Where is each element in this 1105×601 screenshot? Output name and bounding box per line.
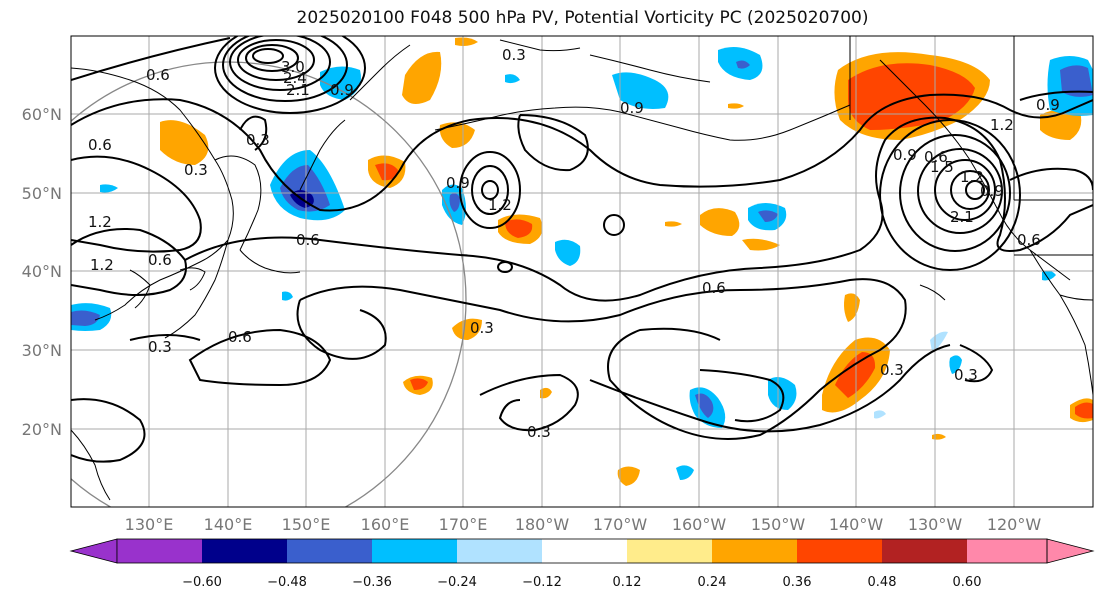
lat-label: 20°N [22, 420, 62, 439]
lon-label: 170°W [593, 515, 648, 534]
colorbar-tick-label: 0.48 [868, 575, 897, 590]
contour-labels: 0.6 3.0 2.4 2.1 0.9 0.3 0.9 0.6 0.3 0.9 … [88, 46, 1060, 441]
colorbar-bin [882, 539, 967, 563]
lon-label: 160°E [361, 515, 410, 534]
colorbar-tick-label: 0.24 [698, 575, 727, 590]
colorbar-tick-label: −0.48 [267, 575, 307, 590]
colorbar-bin [457, 539, 542, 563]
contour-label: 0.6 [296, 231, 320, 249]
colorbar-tick-label: 0.60 [953, 575, 982, 590]
positive-pv-shading [160, 37, 1093, 486]
contour-label: 2.4 [283, 69, 307, 87]
colorbar-frame [116, 538, 1048, 564]
colorbar: −0.60 −0.48 −0.36 −0.24 −0.12 0.12 0.24 … [69, 538, 1095, 590]
contour-label: 3.0 [281, 58, 305, 76]
lon-label: 140°E [204, 515, 253, 534]
contour-label: 1.2 [960, 168, 984, 186]
contour-label: 0.3 [880, 361, 904, 379]
contour-label: 0.3 [954, 366, 978, 384]
colorbar-bin [712, 539, 797, 563]
contour-label: 0.9 [1036, 96, 1060, 114]
contour-label: 0.9 [893, 146, 917, 164]
colorbar-tick-label: 0.36 [783, 575, 812, 590]
lon-label: 130°W [908, 515, 963, 534]
range-ring [71, 61, 467, 507]
contour-label: 0.3 [470, 319, 494, 337]
colorbar-bin [627, 539, 712, 563]
pv-contours [71, 36, 1093, 463]
colorbar-tick-label: −0.24 [437, 575, 477, 590]
contour-label: 0.3 [148, 338, 172, 356]
contour-label: 0.9 [330, 81, 354, 99]
latitude-axis: 60°N 50°N 40°N 30°N 20°N [22, 105, 62, 439]
contour-label: 0.6 [924, 148, 948, 166]
colorbar-bin [372, 539, 457, 563]
map-frame [70, 35, 1094, 508]
lon-label: 140°W [829, 515, 884, 534]
coastlines [71, 36, 1093, 501]
lat-label: 60°N [22, 105, 62, 124]
contour-label: 1.2 [990, 116, 1014, 134]
contour-label: 0.9 [980, 182, 1004, 200]
contour-label: 1.2 [488, 196, 512, 214]
colorbar-tick-label: −0.60 [182, 575, 222, 590]
contour-label: 0.6 [1017, 231, 1041, 249]
lon-label: 150°E [282, 515, 331, 534]
colorbar-bin [117, 539, 202, 563]
contour-label: 0.3 [527, 423, 551, 441]
contour-label: 1.5 [930, 158, 954, 176]
contour-label: 0.6 [146, 66, 170, 84]
contour-label: 0.6 [228, 328, 252, 346]
contour-label: 0.3 [502, 46, 526, 64]
colorbar-tick-label: −0.36 [352, 575, 392, 590]
colorbar-bin [287, 539, 372, 563]
lat-label: 50°N [22, 184, 62, 203]
colorbar-bin [797, 539, 882, 563]
negative-pv-shading [71, 46, 1093, 480]
lon-label: 170°E [439, 515, 488, 534]
contour-label: 1.2 [88, 213, 112, 231]
colorbar-bin [967, 539, 1047, 563]
colorbar-bin [202, 539, 287, 563]
colorbar-bin [542, 539, 627, 563]
contour-label: 0.6 [88, 136, 112, 154]
lon-label: 180°W [515, 515, 570, 534]
contour-label: 0.9 [620, 99, 644, 117]
contour-label: 0.3 [184, 161, 208, 179]
colorbar-tick-label: −0.12 [522, 575, 562, 590]
lon-label: 130°E [125, 515, 174, 534]
colorbar-extend-right [1046, 538, 1095, 564]
contour-label: 0.6 [148, 251, 172, 269]
lon-label: 150°W [751, 515, 806, 534]
contour-label: 0.9 [446, 174, 470, 192]
contour-label: 0.3 [246, 131, 270, 149]
graticule [71, 36, 1093, 507]
lat-label: 40°N [22, 262, 62, 281]
contour-label: 2.1 [286, 81, 310, 99]
contour-label: 2.1 [950, 208, 974, 226]
colorbar-extend-left [69, 538, 118, 564]
colorbar-tick-label: 0.12 [613, 575, 642, 590]
map-title: 2025020100 F048 500 hPa PV, Potential Vo… [296, 8, 869, 28]
longitude-axis: 130°E 140°E 150°E 160°E 170°E 180°W 170°… [125, 515, 1042, 534]
lon-label: 160°W [672, 515, 727, 534]
lat-label: 30°N [22, 341, 62, 360]
contour-label: 0.6 [702, 279, 726, 297]
lon-label: 120°W [987, 515, 1042, 534]
contour-label: 1.2 [90, 256, 114, 274]
